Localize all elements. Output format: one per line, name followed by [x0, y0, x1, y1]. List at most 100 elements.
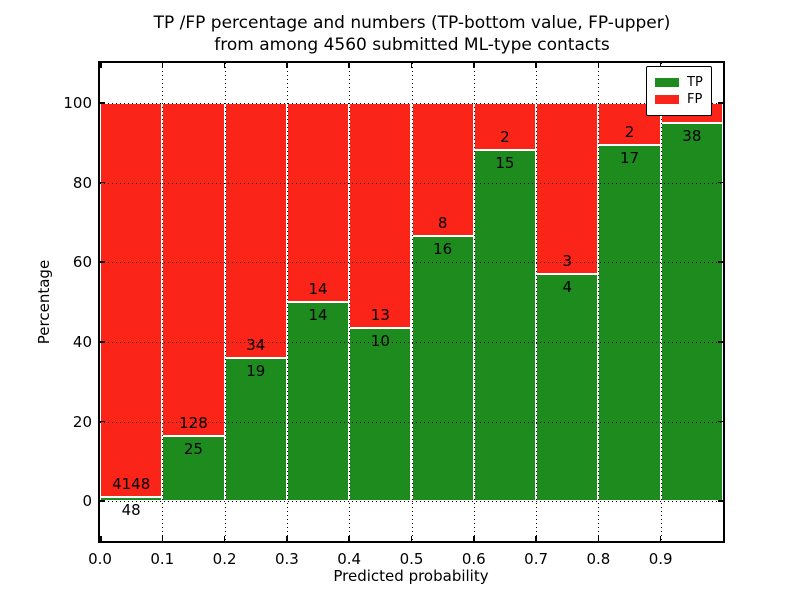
legend-item-fp: FP	[655, 92, 703, 107]
bar-segment-tp-0	[100, 496, 163, 502]
gridline-x-0.1	[162, 63, 164, 541]
fp-count-label-3: 14	[308, 280, 328, 298]
y-tick-right-100	[718, 102, 723, 104]
y-tick-left-40	[100, 341, 105, 343]
chart-title-line2: from among 4560 submitted ML-type contac…	[214, 35, 610, 55]
bar-segment-fp-4	[349, 102, 412, 328]
bar-segment-tp-9	[660, 122, 723, 502]
x-tick-top-0.8	[597, 63, 600, 68]
bar-segment-tp-7	[536, 273, 599, 502]
tp-count-label-7: 4	[562, 277, 573, 296]
y-tick-label-100: 100	[63, 93, 92, 112]
y-tick-left-80	[100, 181, 105, 184]
x-tick-bottom-0.4	[348, 536, 350, 541]
bar-segment-fp-3	[286, 102, 350, 302]
x-tick-top-0.2	[223, 63, 226, 68]
y-tick-right-20	[718, 420, 723, 423]
tp-count-label-0: 48	[121, 500, 141, 519]
bar-segment-fp-1	[162, 102, 225, 437]
y-tick-right-80	[718, 181, 723, 184]
x-tick-bottom-0.8	[597, 536, 600, 541]
y-axis-label: Percentage	[35, 259, 53, 345]
x-tick-label-0.1: 0.1	[150, 550, 175, 568]
gridline-x-0.6	[473, 63, 475, 541]
bar-segment-tp-3	[286, 302, 350, 502]
bar-segment-tp-4	[349, 327, 412, 502]
y-tick-label-60: 60	[72, 253, 92, 272]
x-tick-bottom-0.3	[286, 536, 288, 541]
fp-count-label-6: 2	[500, 127, 510, 146]
legend: TP FP	[646, 66, 712, 116]
y-tick-left-0	[100, 500, 105, 502]
tp-count-label-6: 15	[495, 153, 515, 172]
plot-area: 4148 48 128 25 34 19 14 14 13 10 8 16 2 15 3 4 2 17 38 TP F…	[98, 61, 725, 543]
y-tick-right-0	[718, 500, 723, 502]
x-tick-label-0.5: 0.5	[399, 550, 424, 568]
y-tick-label-80: 80	[72, 173, 92, 192]
x-tick-top-0.7	[535, 63, 537, 68]
legend-item-tp: TP	[655, 75, 703, 90]
tp-count-label-8: 17	[620, 148, 640, 167]
bar-segment-tp-1	[162, 436, 225, 502]
gridline-x-0.5	[411, 63, 413, 541]
y-tick-label-0: 0	[82, 492, 92, 511]
bar-segment-fp-7	[536, 102, 599, 274]
x-tick-top-0.6	[473, 63, 475, 68]
x-tick-label-0.6: 0.6	[461, 550, 486, 568]
y-tick-label-40: 40	[72, 332, 92, 351]
x-tick-top-0.0	[100, 63, 102, 68]
tp-count-label-4: 10	[370, 331, 390, 350]
bar-segment-fp-0	[100, 102, 163, 497]
y-tick-right-60	[718, 261, 723, 263]
x-tick-bottom-0.6	[473, 536, 475, 541]
gridline-x-0.2	[224, 63, 226, 541]
x-tick-label-0.8: 0.8	[586, 550, 611, 568]
legend-swatch-fp-icon	[655, 95, 679, 104]
gridline-x-0.9	[660, 63, 662, 541]
x-tick-top-0.4	[348, 63, 350, 68]
fp-count-label-4: 13	[370, 305, 390, 324]
fp-count-label-1: 128	[179, 414, 208, 433]
x-tick-bottom-0.5	[410, 536, 413, 541]
x-axis-label: Predicted probability	[333, 567, 489, 585]
tp-count-label-1: 25	[183, 440, 203, 459]
legend-label-tp: TP	[687, 75, 703, 90]
x-tick-label-0.4: 0.4	[337, 550, 362, 568]
x-tick-top-0.9	[659, 63, 662, 68]
y-tick-left-100	[100, 102, 105, 104]
legend-swatch-tp-icon	[655, 78, 679, 87]
x-tick-top-0.1	[161, 63, 164, 68]
x-tick-bottom-0.9	[659, 536, 662, 541]
tp-count-label-5: 16	[433, 239, 453, 258]
bar-segment-tp-8	[598, 144, 661, 502]
x-tick-top-0.5	[410, 63, 413, 68]
bar-segment-tp-5	[411, 235, 474, 502]
gridline-x-0.3	[286, 63, 288, 541]
x-tick-bottom-0.0	[100, 536, 102, 541]
x-tick-label-0.7: 0.7	[524, 550, 549, 568]
x-tick-label-0.0: 0.0	[88, 550, 112, 568]
x-tick-label-0.9: 0.9	[648, 550, 673, 568]
x-tick-label-0.3: 0.3	[274, 550, 299, 568]
fp-count-label-2: 34	[246, 336, 266, 355]
x-tick-label-0.2: 0.2	[212, 550, 237, 568]
gridline-x-0.8	[598, 63, 600, 541]
x-tick-bottom-0.2	[223, 536, 226, 541]
bar-segment-tp-6	[473, 149, 537, 502]
x-tick-bottom-0.1	[161, 536, 164, 541]
gridline-x-0.7	[536, 63, 538, 541]
chart-title-line1: TP /FP percentage and numbers (TP-bottom…	[153, 13, 671, 33]
fp-count-label-0: 4148	[112, 474, 151, 493]
tp-count-label-9: 38	[682, 126, 702, 145]
legend-label-fp: FP	[687, 92, 703, 107]
fp-count-label-7: 3	[562, 251, 573, 270]
bar-segment-fp-2	[224, 102, 287, 359]
x-tick-bottom-0.7	[535, 536, 537, 541]
tp-count-label-3: 14	[308, 306, 328, 324]
y-tick-left-60	[100, 261, 105, 263]
fp-count-label-5: 8	[437, 213, 448, 232]
y-tick-right-40	[718, 341, 723, 343]
y-tick-left-20	[100, 420, 105, 423]
fp-count-label-8: 2	[624, 122, 635, 141]
